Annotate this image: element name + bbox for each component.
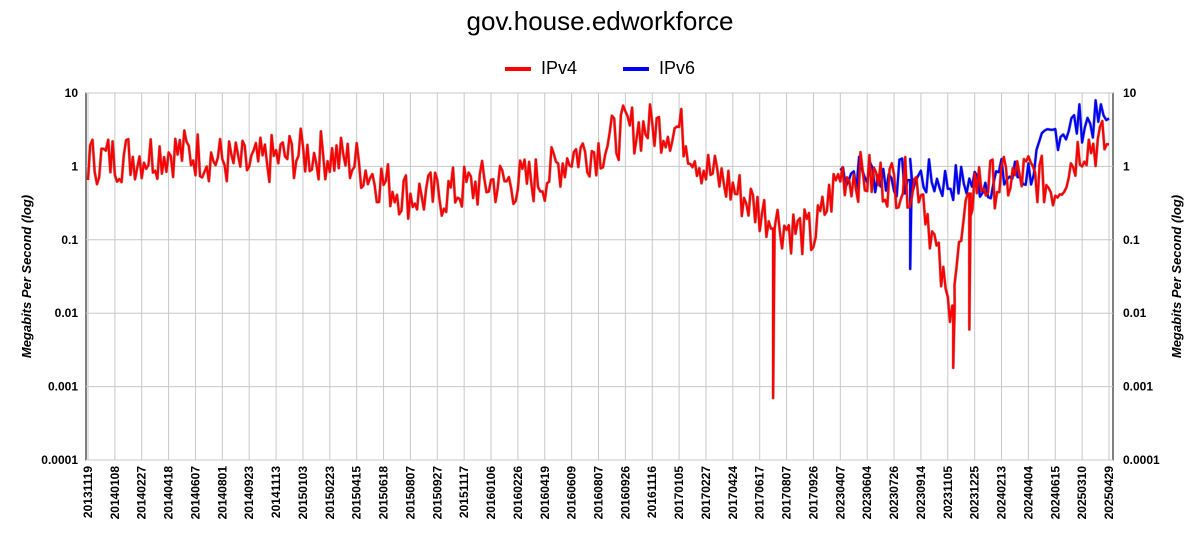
- x-tick-label: 20140801: [215, 466, 229, 520]
- chart-title: gov.house.edworkforce: [466, 6, 734, 36]
- y-tick-label-right: 0.001: [1123, 380, 1153, 394]
- x-tick-label: 20150415: [350, 466, 364, 520]
- legend-item-ipv6: IPv6: [623, 58, 695, 79]
- x-tick-label: 20170617: [753, 466, 767, 520]
- x-tick-label: 20151117: [457, 466, 471, 518]
- series-line-ipv6: [839, 99, 1110, 271]
- y-tick-label-right: 0.0001: [1123, 453, 1160, 467]
- x-tick-label: 20160609: [565, 466, 579, 520]
- x-tick-label: 20160807: [592, 466, 606, 520]
- x-tick-label: 20230407: [833, 466, 847, 520]
- x-tick-label: 20170807: [780, 466, 794, 520]
- x-tick-label: 20231225: [968, 466, 982, 520]
- legend-swatch-ipv4: [504, 66, 531, 71]
- series-line-ipv4: [86, 103, 1110, 400]
- x-tick-label: 20140923: [242, 466, 256, 520]
- x-tick-label: 20161116: [645, 466, 659, 518]
- y-tick-label-left: 0.0001: [41, 453, 78, 467]
- x-tick-label: 20170227: [699, 466, 713, 520]
- y-tick-label-left: 10: [65, 86, 79, 100]
- y-tick-label-right: 1: [1123, 159, 1130, 173]
- x-tick-label: 20250429: [1102, 466, 1116, 520]
- y-tick-label-left: 0.1: [61, 233, 78, 247]
- x-tick-label: 20160419: [538, 466, 552, 520]
- x-tick-label: 20150223: [323, 466, 337, 520]
- x-tick-label: 20140227: [135, 466, 149, 520]
- x-tick-label: 20170424: [726, 466, 740, 520]
- y-axis-title-left: Megabits Per Second (log): [19, 195, 34, 358]
- x-tick-label: 20141113: [269, 466, 283, 518]
- y-tick-label-right: 0.01: [1123, 306, 1147, 320]
- legend-label-ipv6: IPv6: [659, 58, 696, 78]
- x-tick-label: 20230914: [914, 466, 928, 520]
- x-tick-label: 20230604: [860, 466, 874, 520]
- x-tick-label: 20140418: [162, 466, 176, 520]
- x-tick-label: 20160926: [618, 466, 632, 520]
- x-tick-label: 20140108: [108, 466, 122, 520]
- x-tick-label: 20170926: [806, 466, 820, 520]
- x-tick-label: 20150103: [296, 466, 310, 520]
- y-tick-label-left: 0.01: [55, 306, 79, 320]
- legend-swatch-ipv6: [623, 66, 649, 71]
- x-tick-label: 20160106: [484, 466, 498, 520]
- x-tick-label: 20150618: [377, 466, 391, 520]
- x-tick-label: 20240615: [1048, 466, 1062, 520]
- legend: IPv4 IPv6: [0, 58, 1200, 79]
- y-axis-title-right: Megabits Per Second (log): [1169, 195, 1184, 358]
- legend-label-ipv4: IPv4: [540, 58, 577, 78]
- x-tick-label: 20231105: [941, 466, 955, 519]
- x-tick-label: 20131119: [81, 466, 95, 518]
- x-tick-label: 20150807: [403, 466, 417, 520]
- y-tick-label-left: 1: [71, 159, 78, 173]
- x-tick-label: 20170105: [672, 466, 686, 520]
- x-tick-label: 20250310: [1075, 466, 1089, 520]
- x-tick-label: 20150927: [430, 466, 444, 520]
- y-tick-label-right: 10: [1123, 86, 1137, 100]
- x-tick-label: 20160226: [511, 466, 525, 520]
- legend-item-ipv4: IPv4: [504, 58, 577, 79]
- x-tick-label: 20240404: [1021, 466, 1035, 520]
- x-tick-label: 20140607: [188, 466, 202, 520]
- x-tick-label: 20230726: [887, 466, 901, 520]
- x-tick-label: 20240213: [995, 466, 1009, 520]
- y-tick-label-right: 0.1: [1123, 233, 1140, 247]
- y-tick-label-left: 0.001: [48, 380, 78, 394]
